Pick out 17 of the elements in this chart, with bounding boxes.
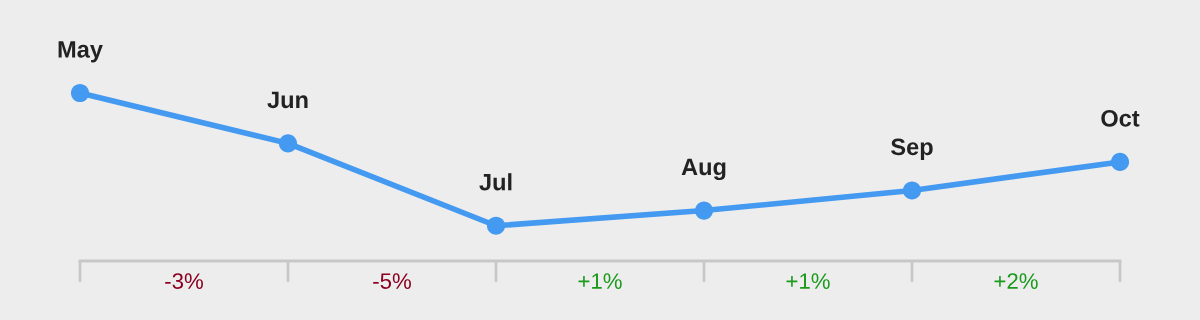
x-tick-label: May	[58, 41, 103, 63]
x-tick-label: Aug	[681, 158, 726, 181]
x-tick-label: Jul	[479, 173, 512, 191]
x-tick-label: Oct	[1101, 109, 1140, 127]
point	[902, 181, 922, 200]
point	[486, 216, 506, 235]
text: +1%	[786, 273, 830, 289]
text: -5%	[373, 273, 411, 289]
text: -3%	[165, 273, 203, 289]
point	[70, 83, 90, 103]
text: +2%	[994, 273, 1038, 289]
text: +1%	[578, 273, 622, 289]
point	[694, 201, 714, 220]
point	[1110, 152, 1130, 171]
x-tick-label: Jun	[267, 91, 308, 109]
point	[278, 134, 298, 153]
x-tick-label: Sep	[891, 138, 933, 160]
